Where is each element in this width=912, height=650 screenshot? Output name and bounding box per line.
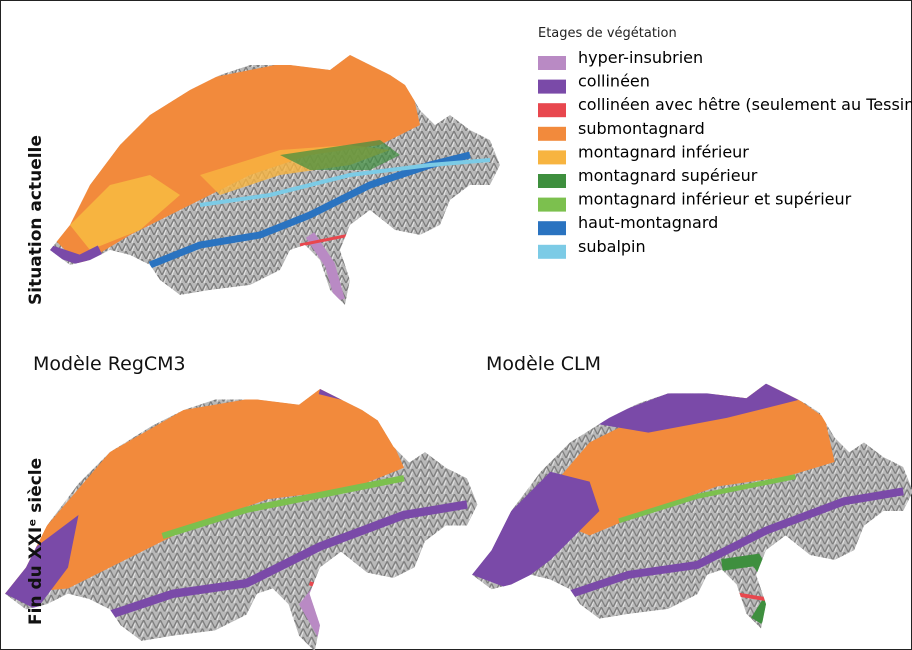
legend-label: collinéen [578,72,650,91]
legend-label: montagnard supérieur [578,166,758,185]
legend-title: Etages de végétation [538,26,677,41]
legend-label: montagnard inférieur [578,142,749,161]
legend-swatch [538,150,566,164]
legend-swatch [538,127,566,141]
legend-swatch [538,221,566,235]
legend-label: haut-montagnard [578,213,718,232]
legend-label: submontagnard [578,119,705,138]
legend-label: hyper-insubrien [578,48,703,67]
legend-swatch [538,56,566,70]
legend-swatch [538,198,566,212]
legend-label: subalpin [578,237,646,256]
model-title: Modèle RegCM3 [33,353,186,375]
legend-label: montagnard inférieur et supérieur [578,190,852,209]
row-label: Fin du XXIᵉ siècle [26,458,46,625]
figure: Situation actuelle Fin du XXIᵉ siècle Mo… [0,0,912,650]
model-title: Modèle CLM [486,353,601,375]
legend-swatch [538,103,566,117]
legend-swatch [538,245,566,259]
legend-swatch [538,80,566,94]
legend-swatch [538,174,566,188]
legend-label: collinéen avec hêtre (seulement au Tessi… [578,95,912,114]
row-label: Situation actuelle [26,135,46,305]
